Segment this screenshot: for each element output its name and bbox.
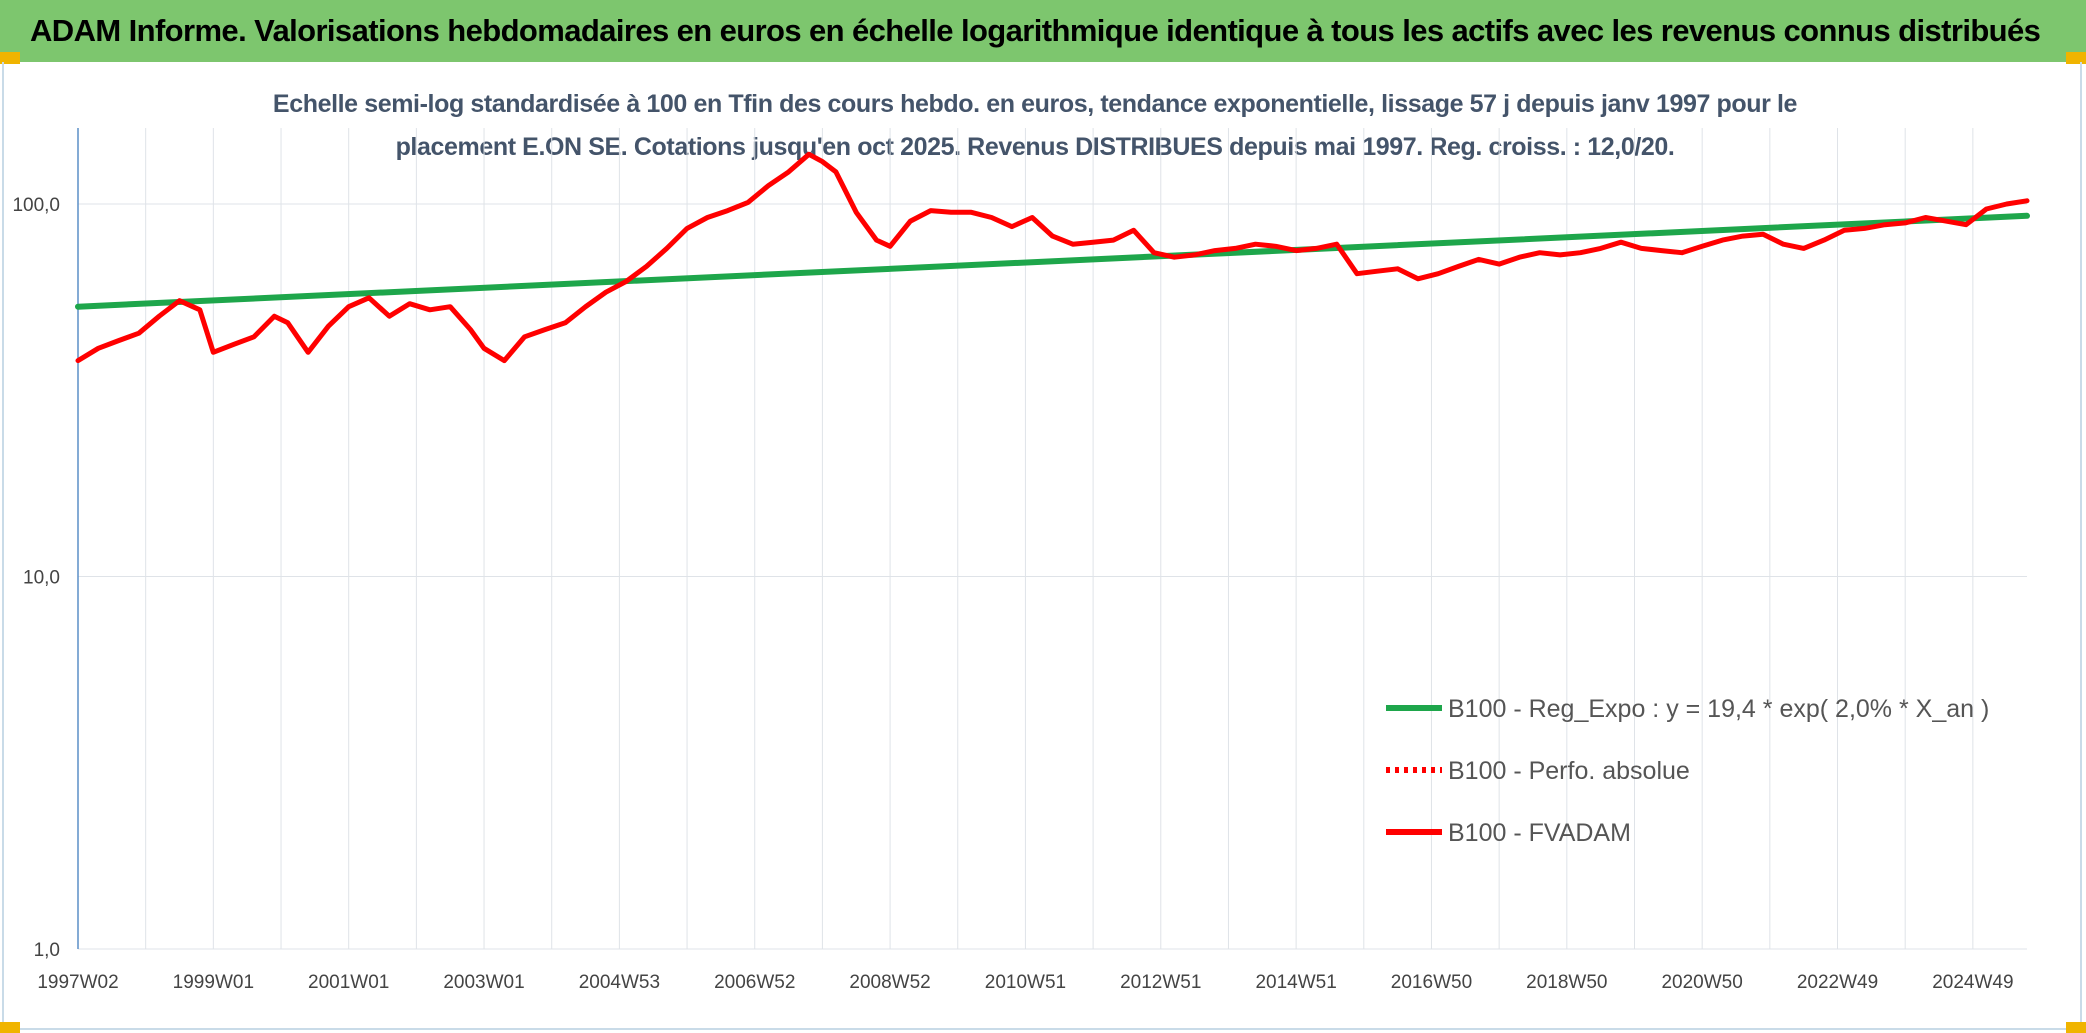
x-tick-label: 1997W02 — [37, 972, 118, 993]
y-tick-label: 100,0 — [12, 195, 60, 216]
x-tick-label: 2004W53 — [579, 972, 660, 993]
corner-marker-top-right — [2066, 52, 2086, 64]
x-tick-label: 2012W51 — [1120, 972, 1201, 993]
chart-subtitle-line2: placement E.ON SE. Cotations jusqu'en oc… — [395, 133, 1675, 161]
x-tick-label: 2003W01 — [443, 972, 524, 993]
corner-marker-bottom-right — [2066, 1022, 2086, 1033]
y-tick-label: 10,0 — [23, 568, 60, 589]
x-tick-label: 2016W50 — [1391, 972, 1472, 993]
report-banner-title: ADAM Informe. Valorisations hebdomadaire… — [0, 0, 2086, 62]
chart-frame — [2, 62, 2082, 1030]
series-line — [75, 212, 2030, 310]
legend-label: B100 - Reg_Expo : y = 19,4 * exp( 2,0% *… — [1448, 695, 1989, 723]
x-tick-label: 2008W52 — [849, 972, 930, 993]
x-tick-label: 2010W51 — [985, 972, 1066, 993]
x-tick-label: 2018W50 — [1526, 972, 1607, 993]
legend-label: B100 - Perfo. absolue — [1448, 757, 1690, 785]
chart-subtitle-line1: Echelle semi-log standardisée à 100 en T… — [272, 90, 1798, 118]
y-tick-label: 1,0 — [34, 940, 60, 961]
series-line — [75, 151, 2030, 364]
x-tick-label: 2014W51 — [1255, 972, 1336, 993]
x-tick-label: 1999W01 — [173, 972, 254, 993]
x-tick-label: 2020W50 — [1661, 972, 1742, 993]
legend-label: B100 - FVADAM — [1448, 819, 1631, 847]
x-tick-label: 2001W01 — [308, 972, 389, 993]
corner-marker-bottom-left — [0, 1022, 20, 1033]
x-tick-label: 2006W52 — [714, 972, 795, 993]
x-tick-label: 2022W49 — [1797, 972, 1878, 993]
x-tick-label: 2024W49 — [1932, 972, 2013, 993]
corner-marker-top-left — [0, 52, 20, 64]
